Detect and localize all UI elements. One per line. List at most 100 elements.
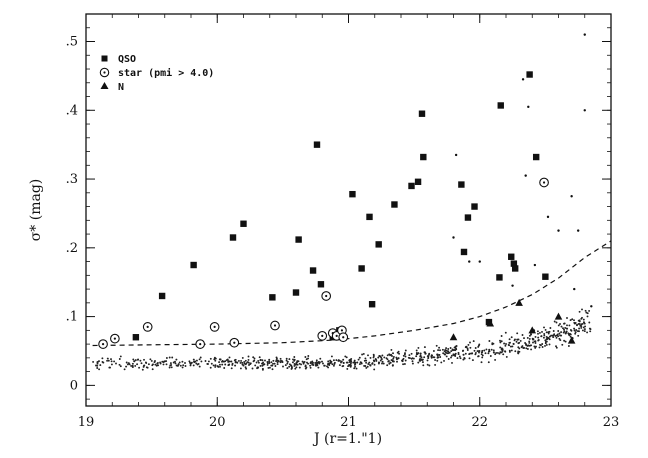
qso-point (464, 214, 472, 221)
field-dot (266, 363, 269, 366)
field-dot (515, 340, 518, 343)
field-dot (519, 339, 522, 342)
field-dot (501, 349, 504, 352)
field-dot (478, 350, 481, 352)
field-dot (262, 361, 265, 364)
field-dot (462, 353, 465, 356)
field-dot (162, 361, 165, 364)
field-dot (402, 363, 405, 366)
field-dot (488, 350, 491, 353)
star-point-center (542, 181, 546, 184)
field-dot (285, 359, 288, 362)
field-dot (583, 321, 585, 324)
field-dot (377, 361, 380, 364)
field-dot (454, 349, 457, 352)
field-dot (241, 356, 244, 359)
field-dot (154, 363, 157, 366)
field-dot (210, 362, 213, 365)
qso-point (471, 203, 478, 210)
outlier-dot (546, 215, 550, 219)
field-dot (588, 327, 591, 330)
qso-point (418, 110, 426, 117)
field-dot (509, 341, 511, 344)
field-dot (396, 360, 398, 363)
field-dot (237, 359, 240, 362)
field-dot (362, 352, 365, 355)
field-dot (181, 360, 184, 363)
field-dot (110, 360, 113, 363)
field-dot (483, 349, 486, 352)
field-dot (315, 359, 318, 362)
field-dot (459, 357, 462, 360)
field-dot (291, 361, 294, 364)
field-dot (481, 356, 484, 359)
field-dot (285, 357, 288, 360)
field-dot (130, 364, 133, 367)
y-tick-label: .4 (66, 103, 78, 118)
field-dot (375, 359, 378, 362)
field-dot (271, 368, 274, 371)
field-dot (426, 359, 429, 362)
field-dot (523, 346, 526, 349)
x-axis-title: J (r=1."1) (312, 431, 382, 447)
field-dot (223, 367, 226, 369)
qso-point (420, 153, 427, 161)
field-dot (488, 340, 491, 342)
field-dot (123, 368, 126, 371)
field-dot (118, 363, 121, 366)
field-dot (526, 336, 529, 339)
field-dot (286, 362, 289, 365)
field-dot (541, 330, 543, 333)
n-point (567, 336, 576, 344)
field-dot (578, 327, 581, 330)
field-dot (469, 346, 472, 349)
legend-marker-center-dot (103, 71, 106, 74)
field-dot (344, 355, 347, 358)
outlier-dot (533, 263, 537, 267)
field-dot (447, 358, 450, 360)
field-dot (247, 358, 250, 361)
field-dot (272, 359, 275, 362)
field-dot (357, 358, 360, 361)
field-dot (249, 362, 252, 365)
field-dot (165, 363, 168, 366)
field-dot (448, 351, 451, 354)
field-dot (256, 367, 259, 370)
field-dot (279, 357, 282, 360)
field-dot (541, 346, 544, 348)
field-dot (457, 353, 460, 356)
field-dot (557, 335, 560, 338)
y-tick-label: .3 (66, 172, 78, 187)
field-dot (131, 362, 134, 365)
field-dot (239, 367, 242, 370)
field-dot (219, 365, 221, 368)
field-dot (272, 362, 274, 365)
field-dot (273, 362, 276, 365)
field-dot (131, 365, 134, 368)
field-dot (397, 357, 400, 360)
field-dot (134, 364, 137, 367)
field-dot (555, 321, 558, 324)
field-dot (209, 357, 212, 360)
field-dot (474, 347, 477, 349)
field-dot (528, 337, 531, 340)
star-point-center (273, 324, 277, 327)
field-dot (537, 339, 540, 342)
y-tick-label: 0 (70, 378, 78, 393)
n-point (449, 333, 458, 341)
field-dot (513, 339, 516, 342)
field-dot (115, 362, 117, 365)
field-dot (212, 364, 215, 367)
field-dot (403, 363, 406, 365)
field-dot (275, 356, 278, 359)
qso-point (510, 260, 518, 267)
field-dot (547, 332, 550, 335)
field-dot (216, 365, 219, 368)
field-dot (182, 364, 185, 367)
field-dot (466, 347, 469, 350)
field-dot (439, 349, 441, 352)
field-dot (347, 365, 350, 368)
field-dot (476, 350, 479, 353)
field-dot (198, 358, 201, 361)
field-dot (227, 360, 230, 363)
